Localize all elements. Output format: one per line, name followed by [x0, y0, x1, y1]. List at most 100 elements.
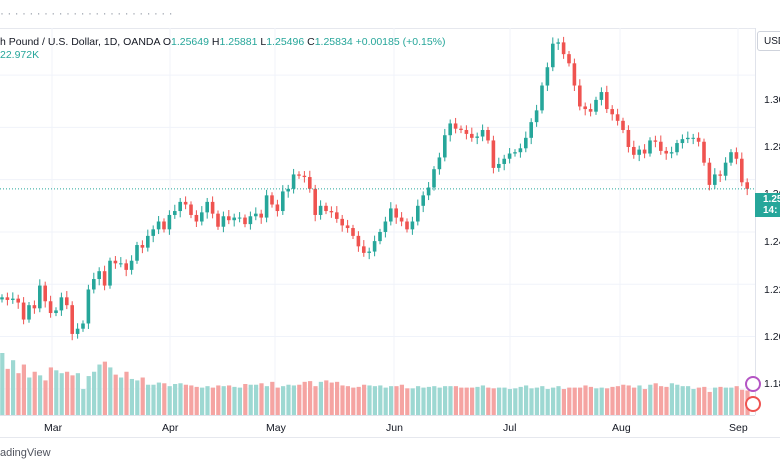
price-chart[interactable]	[0, 28, 755, 415]
close-value: 1.25834	[314, 36, 353, 48]
price-tick: 1.20	[764, 331, 780, 343]
time-tick: Apr	[162, 422, 179, 434]
toolbar-text: · · · · · · · · · · · · · · · · · · · · …	[0, 6, 173, 20]
alert-icon[interactable]	[745, 376, 761, 392]
volume-bar	[610, 386, 615, 415]
candle-body	[324, 205, 328, 212]
candle-body	[621, 120, 625, 130]
volume-bar	[146, 384, 151, 415]
candle-body	[54, 310, 58, 314]
volume-bar	[394, 386, 399, 415]
candle-body	[356, 235, 361, 247]
candle-body	[626, 129, 631, 147]
candle-body	[734, 152, 739, 159]
candle-body	[529, 122, 533, 138]
candle-body	[275, 204, 280, 212]
volume-bar	[291, 385, 296, 415]
volume-bar	[102, 361, 107, 415]
candle-body	[113, 260, 118, 264]
candlesticks	[0, 36, 749, 341]
volume-bar	[696, 387, 701, 415]
volume-bar	[383, 387, 388, 415]
volume-bar	[351, 387, 356, 415]
volume-bar	[621, 384, 626, 415]
candle-body	[480, 129, 485, 137]
last-price-value: 1.25	[763, 194, 780, 205]
time-tick: Sep	[729, 422, 748, 434]
volume-bar	[0, 353, 5, 415]
volume-bar	[540, 386, 545, 415]
candle-body	[448, 123, 452, 136]
candle-body	[0, 297, 4, 300]
volume-bar	[313, 386, 318, 415]
candle-body	[140, 245, 145, 248]
volume-bar	[345, 386, 350, 415]
candle-body	[5, 297, 10, 300]
volume-bar	[437, 387, 442, 415]
candle-body	[707, 162, 712, 185]
candle-body	[464, 129, 469, 134]
candle-body	[313, 188, 317, 215]
candle-body	[459, 128, 463, 130]
candle-body	[426, 187, 431, 196]
open-label: O	[162, 36, 171, 48]
volume-bar	[675, 384, 680, 415]
volume-bar	[448, 386, 453, 415]
candle-body	[108, 260, 112, 286]
candle-body	[696, 137, 701, 142]
volume-bar	[151, 384, 156, 415]
candle-body	[259, 213, 263, 218]
volume-bar	[124, 371, 129, 415]
candle-body	[421, 195, 425, 206]
volume-bar	[637, 385, 642, 415]
currency-button[interactable]: USD	[757, 31, 780, 51]
price-axis[interactable]: 1.30 1.28 1.26 1.24 1.22 1.20 1.18	[755, 28, 780, 415]
candle-body	[594, 99, 598, 112]
symbol-name[interactable]: h Pound / U.S. Dollar, 1D, OANDA	[0, 36, 160, 48]
candle-body	[502, 158, 506, 164]
volume-bar	[286, 384, 291, 415]
volume-bar	[173, 384, 178, 415]
close-label: C	[307, 36, 315, 48]
candle-body	[405, 221, 409, 230]
volume-bar	[227, 385, 232, 415]
volume-bar	[200, 387, 205, 415]
volume-bar	[513, 388, 518, 415]
chart-pane[interactable]	[0, 28, 755, 415]
volume-bar	[372, 386, 377, 415]
candle-body	[659, 141, 663, 151]
candle-body	[243, 217, 247, 225]
volume-bar	[97, 364, 102, 415]
volume-bar	[491, 388, 496, 415]
candle-body	[92, 279, 96, 290]
candle-body	[551, 43, 555, 68]
volume-bar	[426, 386, 431, 415]
volume-bar	[270, 381, 275, 415]
volume-bar	[605, 388, 610, 415]
candle-body	[254, 213, 258, 217]
candle-body	[119, 263, 123, 265]
volume-bar	[734, 386, 739, 415]
candle-body	[216, 213, 220, 227]
candle-body	[653, 140, 658, 142]
candle-body	[297, 174, 301, 176]
candle-body	[588, 109, 593, 112]
volume-bar	[329, 382, 334, 415]
volume-bar	[507, 389, 512, 415]
candle-body	[345, 225, 350, 229]
volume-bar	[189, 385, 194, 415]
volume-bar	[259, 383, 264, 415]
candle-body	[135, 245, 139, 261]
volume-bar	[583, 385, 588, 415]
candle-body	[394, 208, 398, 218]
volume-bar	[70, 375, 75, 415]
candle-body	[86, 289, 91, 324]
time-axis[interactable]: Mar Apr May Jun Jul Aug Sep	[0, 415, 755, 438]
candle-body	[221, 216, 226, 227]
brand-logo[interactable]: adingView	[0, 447, 51, 459]
candle-body	[567, 54, 571, 64]
high-label: H	[211, 36, 220, 48]
flag-icon[interactable]	[745, 396, 761, 412]
volume-bar	[362, 384, 367, 415]
candle-body	[561, 42, 566, 55]
